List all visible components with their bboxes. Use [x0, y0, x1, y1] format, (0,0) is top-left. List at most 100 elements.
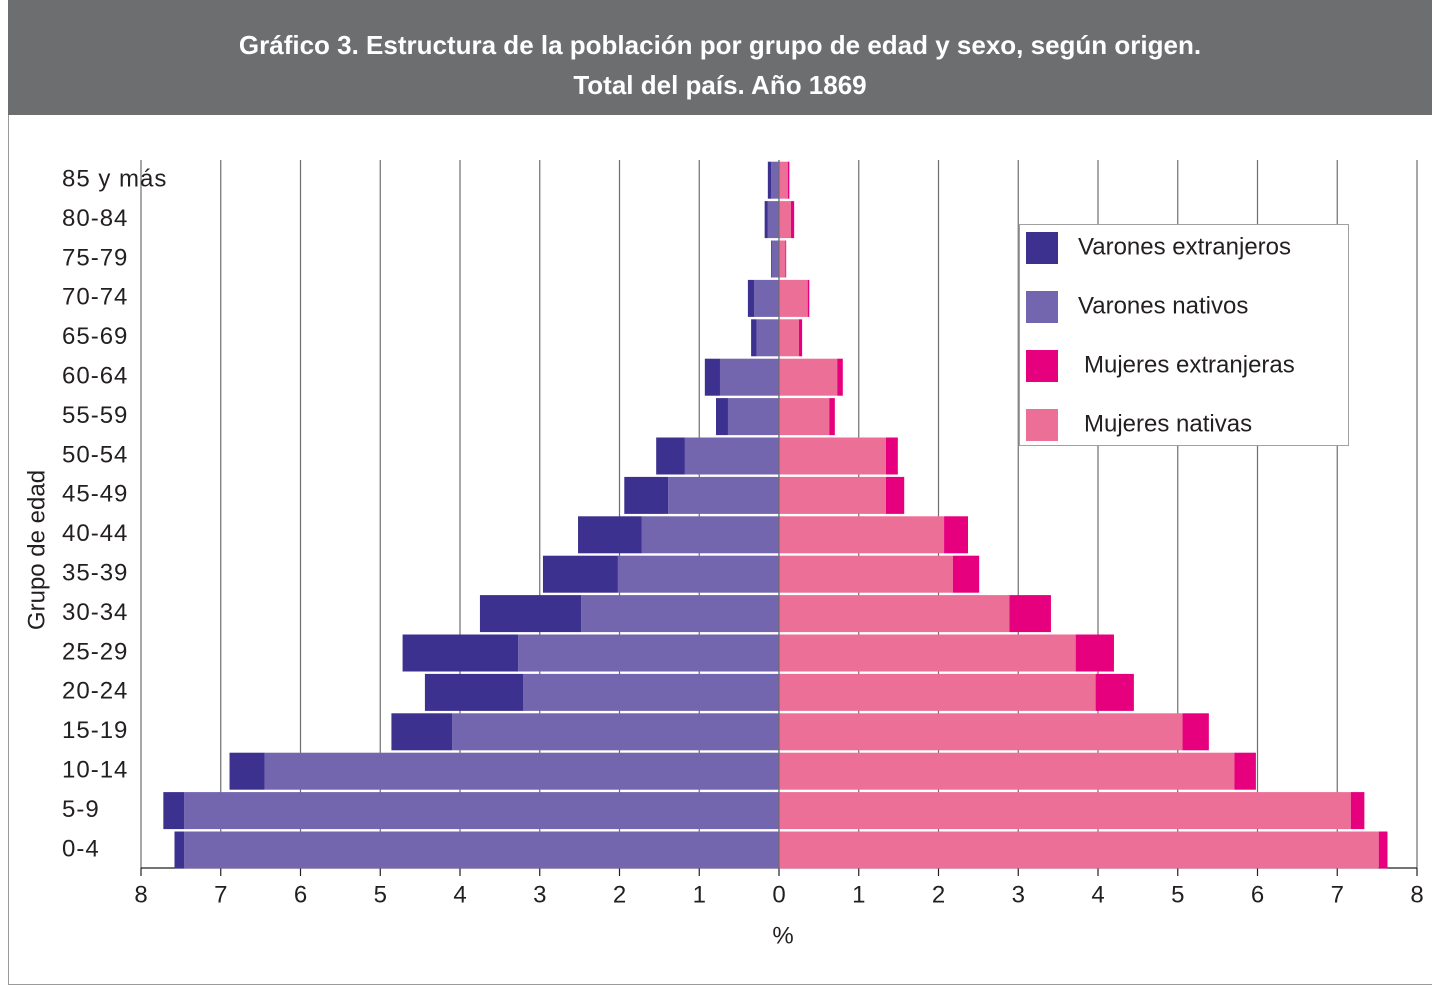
- bar: [1234, 752, 1256, 790]
- x-tick-label: 3: [533, 881, 546, 908]
- bar: [790, 201, 795, 239]
- y-tick-label: 25-29: [62, 638, 128, 665]
- chart-title: Gráfico 3. Estructura de la población po…: [239, 30, 1201, 60]
- bar: [829, 398, 835, 436]
- y-tick-label: 50-54: [62, 441, 128, 468]
- bar: [779, 792, 1351, 830]
- bar: [184, 831, 779, 869]
- y-tick-label: 60-64: [62, 363, 128, 390]
- x-tick-label: 4: [1091, 881, 1104, 908]
- bar: [779, 240, 786, 278]
- y-tick-label: 85 y más: [62, 166, 167, 193]
- bar: [727, 398, 779, 436]
- y-tick-label: 15-19: [62, 717, 128, 744]
- bar: [747, 279, 755, 317]
- bar: [779, 279, 808, 317]
- bar: [624, 476, 669, 514]
- legend-label: Mujeres nativas: [1084, 410, 1252, 437]
- bar: [779, 634, 1076, 672]
- legend-swatch: [1026, 409, 1058, 441]
- x-tick-label: 0: [772, 881, 785, 908]
- bar: [779, 319, 799, 357]
- bar: [756, 319, 779, 357]
- legend-swatch: [1026, 350, 1058, 382]
- x-tick-label: 7: [214, 881, 227, 908]
- x-tick-label: 1: [852, 881, 865, 908]
- x-tick-label: 2: [613, 881, 626, 908]
- legend-swatch: [1026, 291, 1058, 323]
- x-tick-label: 5: [1171, 881, 1184, 908]
- bar: [163, 792, 185, 830]
- bar: [523, 673, 779, 711]
- bar: [1350, 792, 1365, 830]
- bar: [779, 673, 1096, 711]
- bar: [767, 201, 779, 239]
- bar: [785, 240, 787, 278]
- x-tick-label: 2: [932, 881, 945, 908]
- bar: [424, 673, 524, 711]
- bar: [779, 752, 1235, 790]
- bar: [719, 358, 779, 396]
- bar: [885, 476, 905, 514]
- x-tick-label: 4: [453, 881, 466, 908]
- y-tick-label: 45-49: [62, 481, 128, 508]
- bar: [1378, 831, 1388, 869]
- bar: [174, 831, 185, 869]
- legend-swatch: [1026, 232, 1058, 264]
- bar: [391, 713, 453, 751]
- y-axis-label: Grupo de edad: [23, 470, 50, 630]
- y-tick-label: 75-79: [62, 244, 128, 271]
- legend-label: Mujeres extranjeras: [1084, 351, 1295, 378]
- y-tick-label: 35-39: [62, 560, 128, 587]
- bar: [837, 358, 843, 396]
- bar: [779, 516, 945, 554]
- bar: [479, 595, 582, 633]
- bar: [617, 555, 779, 593]
- y-tick-label: 70-74: [62, 284, 128, 311]
- bar: [767, 161, 772, 199]
- bar: [264, 752, 779, 790]
- bar: [656, 437, 685, 475]
- bar: [779, 555, 953, 593]
- bar: [751, 319, 757, 357]
- bar: [787, 161, 790, 199]
- bar: [1009, 595, 1051, 633]
- bar: [754, 279, 779, 317]
- x-tick-label: 6: [294, 881, 307, 908]
- bar: [779, 476, 886, 514]
- bar: [578, 516, 642, 554]
- bar: [715, 398, 728, 436]
- y-tick-label: 0-4: [62, 835, 100, 862]
- chart-subtitle: Total del país. Año 1869: [573, 70, 866, 100]
- bar: [885, 437, 898, 475]
- x-tick-label: 3: [1012, 881, 1025, 908]
- bar: [771, 240, 779, 278]
- bar: [1075, 634, 1114, 672]
- bar: [779, 201, 791, 239]
- bar: [452, 713, 779, 751]
- x-tick-label: 8: [134, 881, 147, 908]
- legend-label: Varones extranjeros: [1078, 233, 1291, 260]
- bar: [684, 437, 779, 475]
- bar: [1095, 673, 1134, 711]
- bar: [779, 595, 1010, 633]
- bar: [807, 279, 810, 317]
- bar: [779, 713, 1183, 751]
- bar: [1182, 713, 1209, 751]
- y-tick-label: 65-69: [62, 323, 128, 350]
- bar: [668, 476, 779, 514]
- y-tick-label: 80-84: [62, 205, 128, 232]
- x-tick-label: 6: [1251, 881, 1264, 908]
- bar: [402, 634, 519, 672]
- bar: [779, 358, 838, 396]
- bar: [704, 358, 720, 396]
- bar: [771, 240, 772, 278]
- bar: [641, 516, 779, 554]
- legend-label: Varones nativos: [1078, 292, 1248, 319]
- bar: [764, 201, 768, 239]
- x-tick-label: 8: [1410, 881, 1423, 908]
- y-tick-label: 30-34: [62, 599, 128, 626]
- bar: [779, 161, 788, 199]
- bar: [184, 792, 779, 830]
